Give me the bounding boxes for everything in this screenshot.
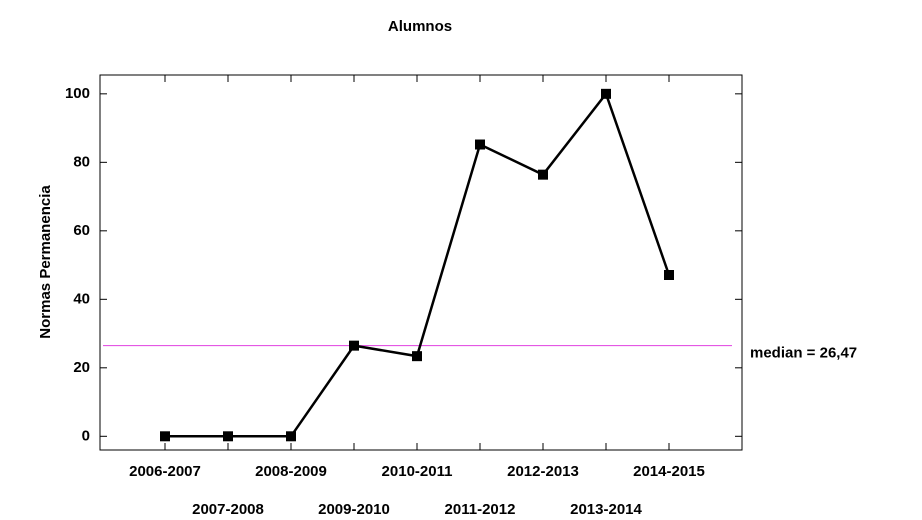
x-tick-label: 2006-2007	[129, 463, 201, 480]
x-tick-label: 2011-2012	[445, 501, 516, 518]
y-tick-label: 40	[73, 290, 90, 307]
point	[349, 340, 359, 351]
x-tick-label: 2009-2010	[318, 501, 390, 518]
x-tick-label: 2012-2013	[507, 463, 579, 480]
point	[475, 139, 485, 150]
point	[664, 270, 674, 280]
point	[160, 431, 170, 442]
point	[286, 431, 296, 442]
y-tick-label: 20	[73, 359, 90, 376]
y-tick-label: 60	[73, 222, 90, 239]
y-axis-label: Normas Permanencia	[37, 185, 54, 339]
point	[223, 431, 233, 442]
point	[601, 88, 611, 99]
x-tick-label: 2010-2011	[382, 463, 453, 480]
plot-frame	[99, 74, 743, 451]
y-tick-label: 100	[65, 85, 90, 102]
chart-title: Alumnos	[388, 18, 452, 35]
y-tick-label: 0	[82, 427, 90, 444]
y-tick-label: 80	[73, 153, 90, 170]
x-tick-label: 2014-2015	[633, 463, 705, 480]
median-annotation: median = 26,47	[750, 345, 857, 362]
line	[165, 91, 671, 438]
x-tick-label: 2013-2014	[570, 501, 642, 518]
point	[538, 169, 548, 180]
point	[412, 351, 422, 362]
x-tick-label: 2008-2009	[255, 463, 327, 480]
x-tick-label: 2007-2008	[192, 501, 264, 518]
